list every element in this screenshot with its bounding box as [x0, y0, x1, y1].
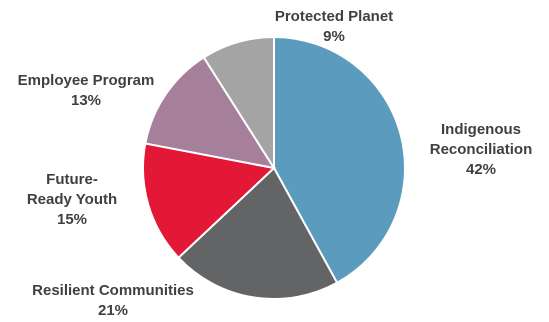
- pie-category-label-future-ready-youth: Future-: [46, 171, 98, 188]
- pie-category-label-indigenous-reconciliation: Indigenous: [441, 121, 521, 138]
- pie-slice-future-ready-youth: [142, 142, 277, 260]
- pie-label-future-ready-youth: Future- Ready Youth 15%: [27, 171, 117, 228]
- pie-category-label-protected-planet: Protected Planet: [275, 8, 393, 25]
- pie-slice-protected-planet: [202, 35, 275, 172]
- pie-label-employee-program: Employee Program 13%: [18, 72, 155, 109]
- labels-layer: Indigenous Reconciliation 42% Resilient Com…: [18, 8, 533, 319]
- pie-slice-employee-program: [144, 56, 277, 170]
- pie-label-resilient-communities: Resilient Communities 21%: [32, 282, 194, 319]
- slices-layer: [142, 35, 407, 300]
- pie-slice-indigenous-reconciliation: [273, 35, 407, 285]
- pie-value-label-resilient-communities: 21%: [98, 302, 128, 319]
- pie-category-label-future-ready-youth: Ready Youth: [27, 191, 117, 208]
- pie-label-indigenous-reconciliation: Indigenous Reconciliation 42%: [430, 121, 533, 178]
- pie-value-label-protected-planet: 9%: [323, 28, 345, 45]
- pie-value-label-employee-program: 13%: [71, 92, 101, 109]
- pie-value-label-indigenous-reconciliation: 42%: [466, 161, 496, 178]
- pie-value-label-future-ready-youth: 15%: [57, 211, 87, 228]
- pie-category-label-employee-program: Employee Program: [18, 72, 155, 89]
- pie-category-label-indigenous-reconciliation: Reconciliation: [430, 141, 533, 158]
- pie-slice-resilient-communities: [177, 166, 339, 300]
- pie-category-label-resilient-communities: Resilient Communities: [32, 282, 194, 299]
- pie-label-protected-planet: Protected Planet 9%: [275, 8, 393, 45]
